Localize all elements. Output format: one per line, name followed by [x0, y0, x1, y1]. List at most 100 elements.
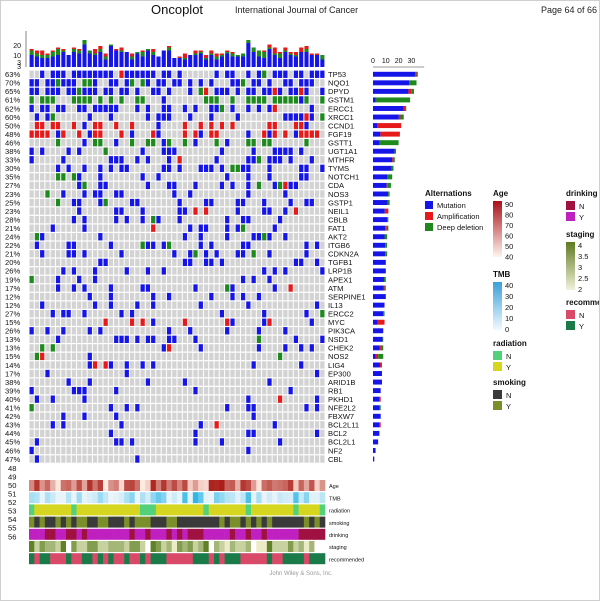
matrix-cell [82, 378, 87, 386]
matrix-cell [172, 130, 177, 138]
matrix-cell [240, 198, 246, 207]
matrix-cell [145, 104, 151, 113]
matrix-cell [151, 284, 156, 292]
annotation-cell [208, 516, 215, 528]
matrix-cell [251, 147, 256, 155]
matrix-cell [219, 310, 225, 318]
matrix-cell [240, 190, 246, 198]
matrix-cell [320, 96, 325, 104]
matrix-cell [277, 164, 283, 172]
matrix-cell [304, 404, 309, 412]
annotation-cell [177, 553, 183, 565]
matrix-cell [272, 241, 277, 249]
matrix-cell [50, 173, 55, 181]
gene-count-bar [403, 106, 406, 111]
matrix-cell [188, 241, 193, 249]
matrix-cell [203, 310, 209, 318]
matrix-cell [140, 215, 145, 224]
legend-item-alteration: Mutation [437, 201, 466, 210]
matrix-cell [50, 361, 55, 369]
matrix-cell [320, 173, 325, 181]
matrix-cell [288, 412, 293, 420]
annotation-cell [124, 480, 130, 491]
matrix-cell [320, 378, 325, 386]
matrix-cell [299, 429, 304, 438]
top-bar [219, 53, 224, 55]
matrix-cell [50, 190, 55, 198]
matrix-cell [145, 446, 151, 455]
gene-count-bar [387, 200, 390, 205]
matrix-cell [272, 446, 277, 455]
matrix-cell [209, 121, 214, 130]
annotation-cell [124, 528, 130, 540]
matrix-cell [92, 310, 98, 318]
matrix-cell [161, 181, 166, 190]
matrix-cell [77, 292, 82, 301]
matrix-cell [98, 241, 103, 249]
top-bar-chart [25, 31, 325, 67]
annotation-cell [81, 492, 88, 504]
top-bar [135, 52, 140, 54]
annotation-cell [55, 492, 62, 504]
matrix-cell [235, 378, 240, 386]
matrix-cell [114, 446, 119, 455]
matrix-cell [240, 139, 246, 147]
matrix-cell [161, 79, 166, 87]
matrix-cell [240, 113, 246, 121]
matrix-cell [61, 446, 66, 455]
matrix-cell [288, 147, 293, 155]
matrix-cell [309, 233, 314, 241]
matrix-cell [267, 421, 272, 429]
matrix-cell [251, 250, 256, 258]
top-bar [156, 56, 161, 67]
matrix-cell [103, 404, 108, 412]
matrix-cell [140, 352, 145, 361]
matrix-cell [262, 241, 267, 249]
matrix-cell [140, 301, 145, 309]
matrix-cell [87, 310, 92, 318]
gene-label: MTHFR [328, 156, 355, 165]
legend-title-radiation: radiation [493, 339, 527, 348]
matrix-cell [40, 147, 45, 155]
matrix-cell [140, 190, 145, 198]
top-bar [272, 55, 277, 67]
matrix-cell [124, 327, 129, 335]
matrix-cell [272, 233, 277, 241]
matrix-cell [267, 207, 272, 215]
matrix-cell [151, 395, 156, 403]
matrix-cell [251, 429, 256, 438]
top-bar [320, 55, 325, 60]
annotation-cell [129, 492, 136, 504]
annotation-cell [71, 541, 77, 552]
annotation-cell [166, 504, 173, 516]
matrix-cell [262, 421, 267, 429]
top-bar [119, 50, 124, 52]
matrix-cell [299, 79, 304, 87]
annotation-cell [198, 528, 204, 540]
matrix-cell [82, 412, 87, 420]
matrix-cell [50, 215, 55, 224]
annotation-cell [203, 541, 210, 552]
matrix-cell [235, 181, 240, 190]
matrix-cell [293, 395, 299, 403]
annotation-label: recommended [329, 557, 364, 563]
matrix-cell [166, 275, 172, 284]
matrix-cell [45, 404, 50, 412]
matrix-cell [40, 361, 45, 369]
matrix-cell [309, 207, 314, 215]
annotation-cell [134, 541, 141, 552]
matrix-cell [87, 156, 92, 164]
matrix-cell [82, 369, 87, 378]
matrix-cell [135, 224, 140, 232]
matrix-cell [293, 147, 299, 155]
matrix-cell [145, 96, 151, 104]
matrix-cell [219, 301, 225, 309]
annotation-cell [44, 492, 51, 504]
matrix-cell [256, 207, 262, 215]
matrix-cell [198, 335, 203, 343]
matrix-cell [188, 301, 193, 309]
matrix-cell [29, 173, 34, 181]
annotation-cell [203, 516, 210, 528]
matrix-cell [34, 335, 40, 343]
matrix-cell [182, 190, 188, 198]
